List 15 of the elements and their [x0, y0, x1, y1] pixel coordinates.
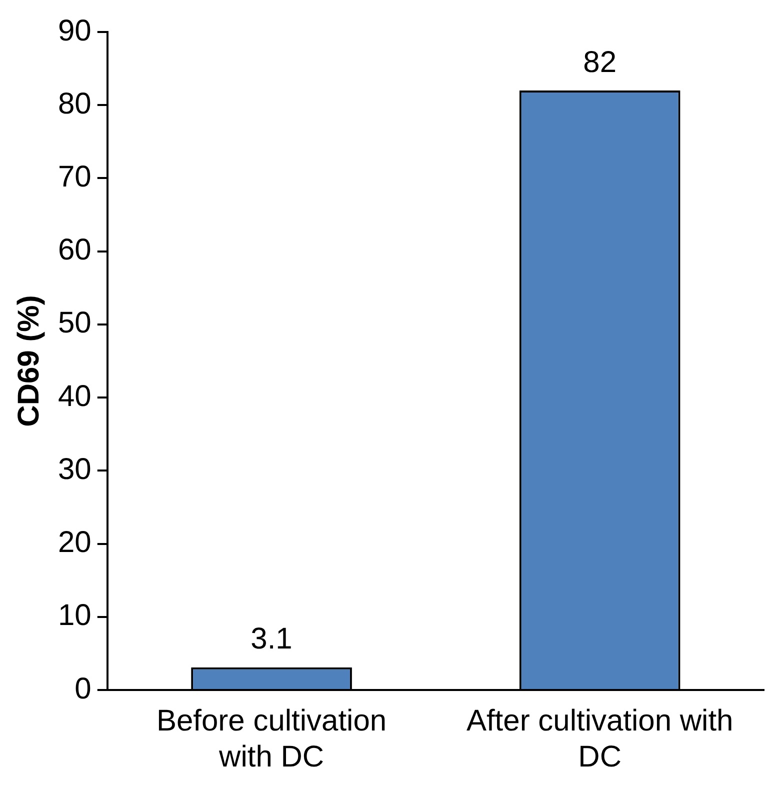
data-label: 3.1	[250, 622, 292, 656]
y-tick-label: 10	[58, 599, 92, 632]
y-tick-label: 80	[58, 87, 92, 120]
y-tick-label: 20	[58, 526, 92, 560]
y-tick-label: 40	[58, 380, 92, 413]
y-tick-label: 0	[74, 672, 92, 706]
y-tick-label: 50	[58, 306, 92, 340]
x-tick-label: Before cultivation with DC	[156, 704, 387, 774]
y-axis-title: CD69 (%)	[12, 295, 46, 427]
data-label: 82	[583, 46, 617, 79]
y-tick-label: 70	[58, 160, 92, 194]
y-tick-label: 60	[58, 234, 92, 267]
y-tick-label: 30	[58, 452, 92, 486]
y-tick-label: 90	[58, 14, 92, 48]
x-tick-label: After cultivation with DC	[466, 704, 734, 774]
